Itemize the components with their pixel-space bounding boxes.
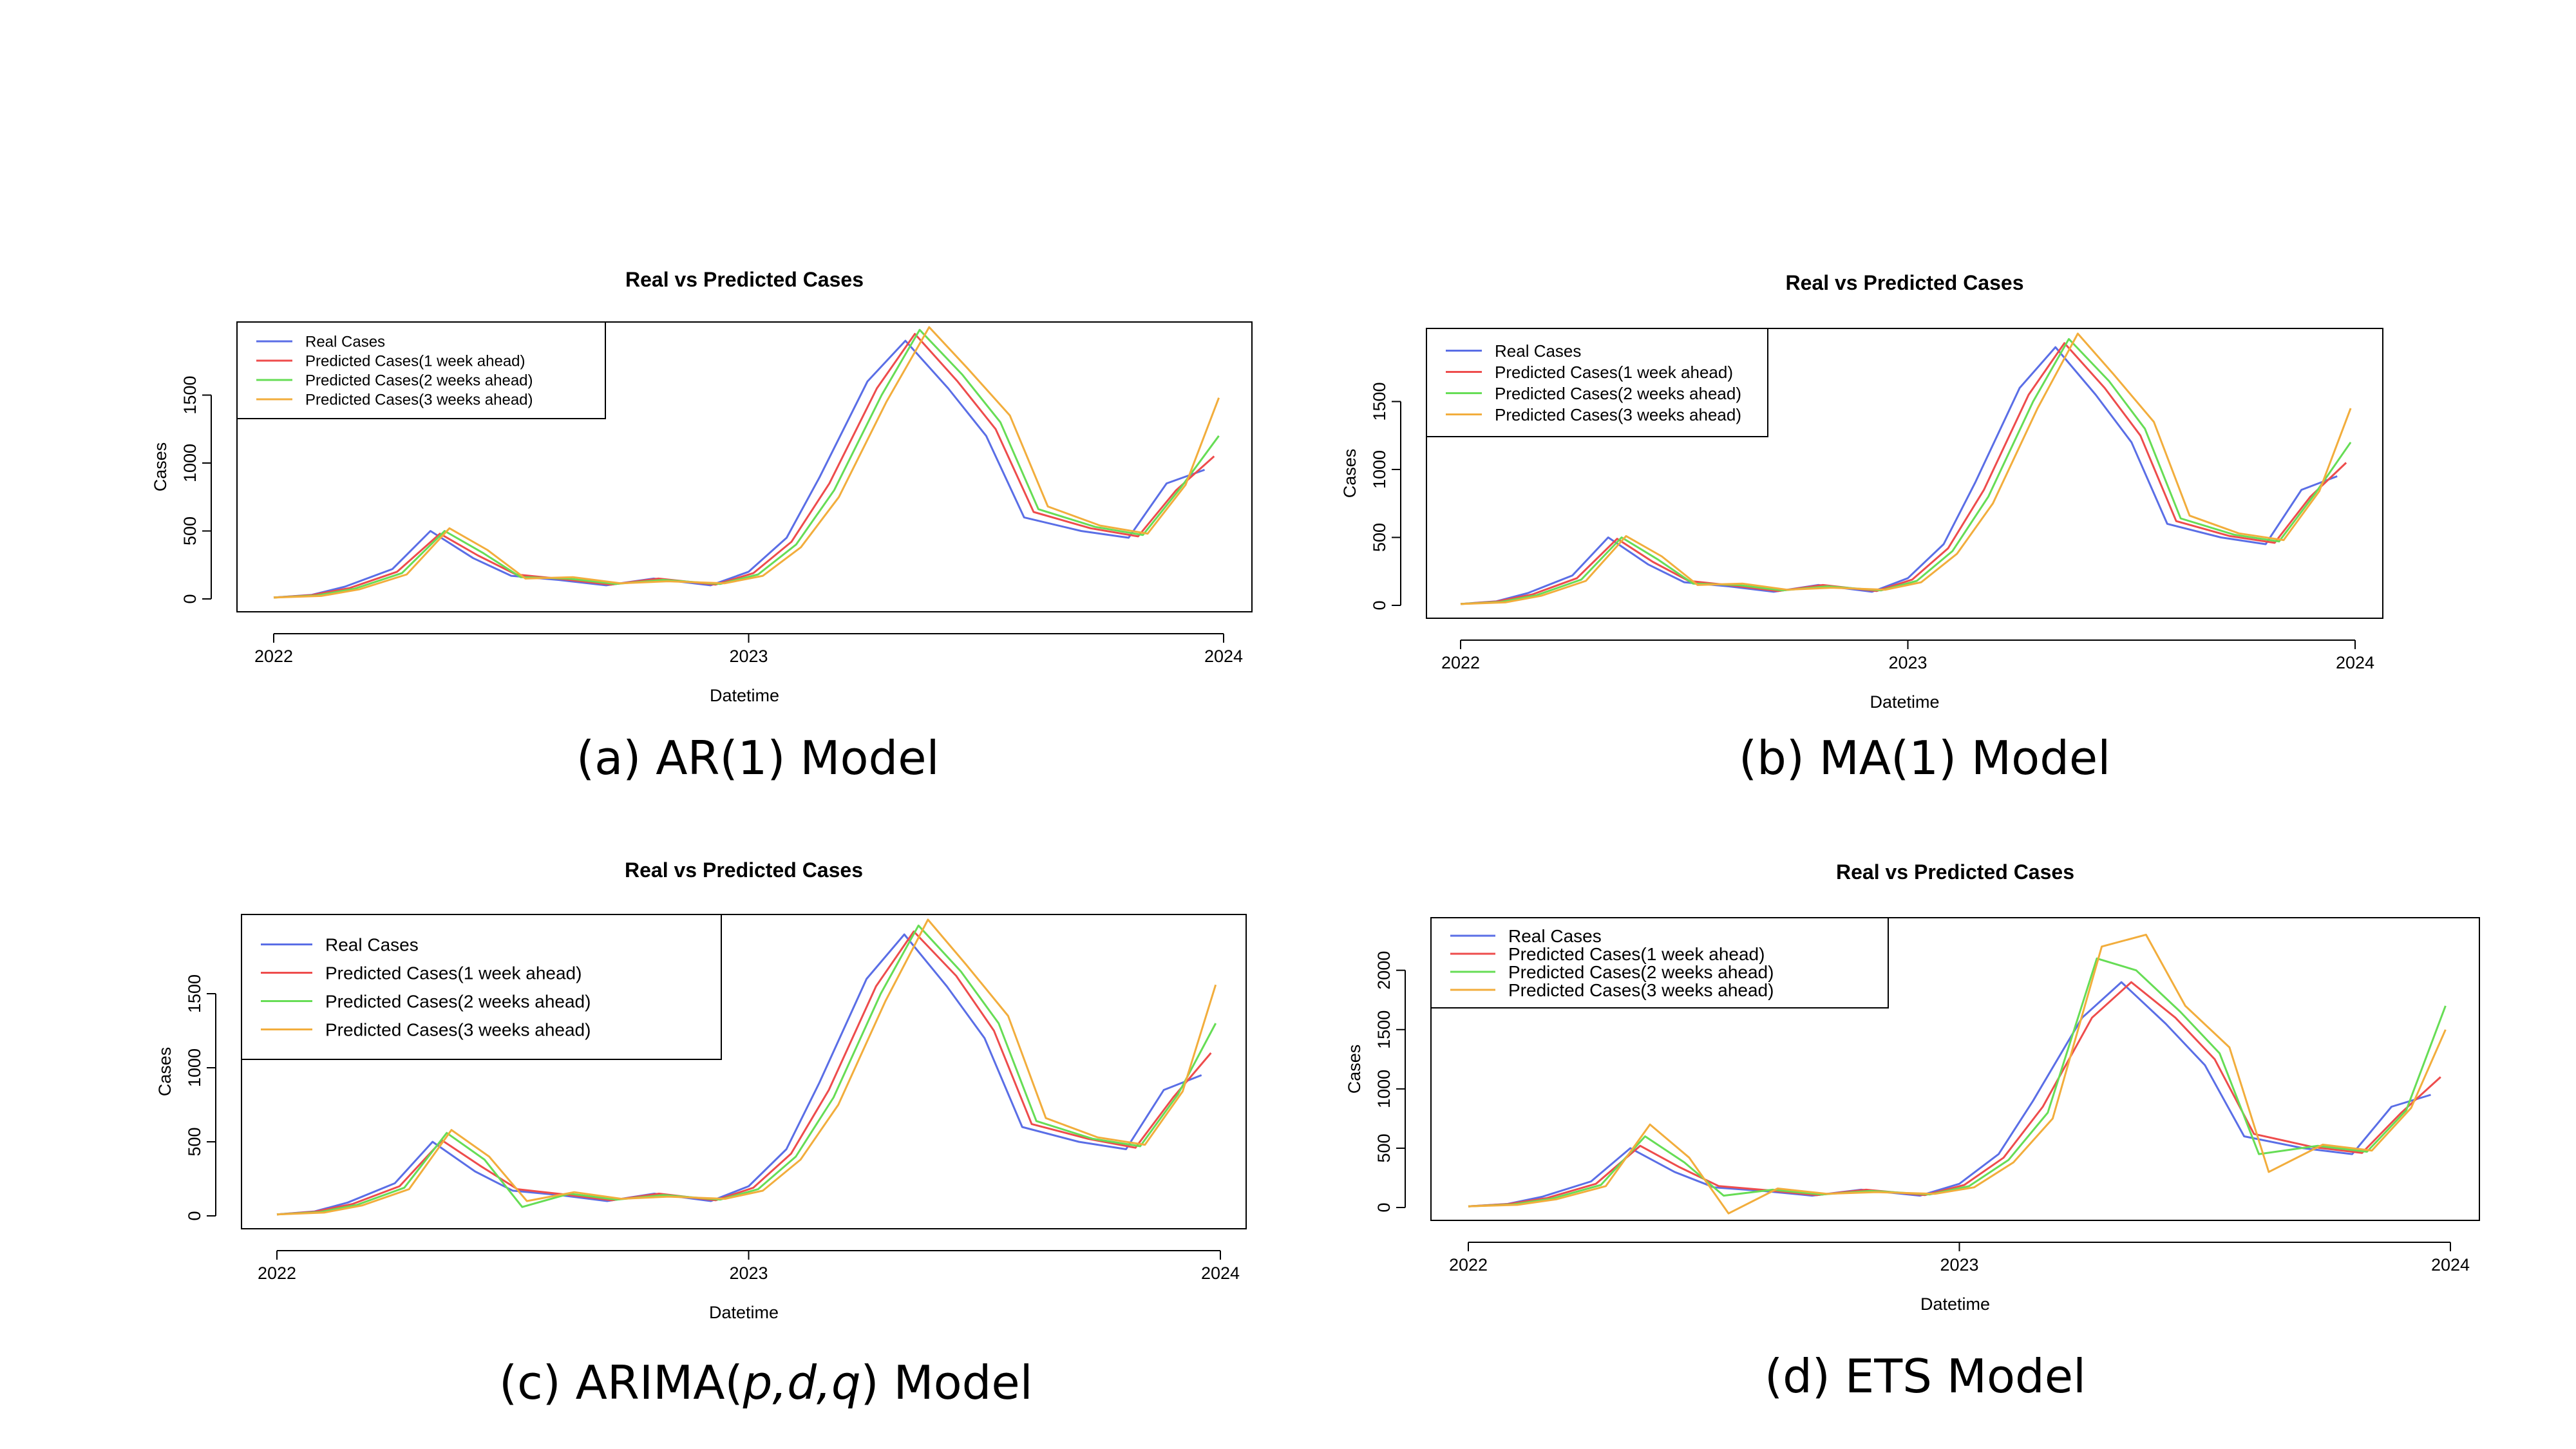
chart-d-series-line-0: [1468, 981, 2431, 1208]
chart-d-series-line-1: [1468, 981, 2441, 1208]
chart-b-x-tick-label: 2022: [1441, 653, 1480, 672]
chart-b-frame: [1426, 328, 2383, 619]
chart-c-x-tick-label: 2022: [258, 1264, 296, 1283]
chart-c-title: Real vs Predicted Cases: [625, 858, 863, 882]
chart-d-x-tick-label: 2023: [1940, 1255, 1978, 1274]
chart-d-legend-label: Predicted Cases(2 weeks ahead): [1508, 962, 1774, 982]
chart-a-frame: [236, 321, 1253, 612]
chart-c-series-group: [276, 918, 1217, 1216]
chart-a-y-tick-label: 1500: [180, 375, 200, 414]
chart-b-series-line-1: [1460, 342, 2347, 605]
chart-c-series-line-3: [276, 918, 1217, 1216]
chart-a-series-line-3: [273, 326, 1220, 599]
caption-b-text: (b) MA(1) Model: [1739, 731, 2111, 785]
chart-c-ylabel: Cases: [155, 1047, 175, 1097]
chart-a-series-group: [273, 326, 1220, 599]
chart-d-y-tick-label: 0: [1374, 1202, 1394, 1212]
caption-d: (d) ETS Model: [1765, 1349, 2086, 1403]
chart-c-x-tick-label: 2024: [1201, 1264, 1240, 1283]
chart-a-x-tick-label: 2024: [1204, 647, 1243, 666]
chart-d-legend: [1430, 917, 1889, 1009]
chart-c-legend-label: Predicted Cases(2 weeks ahead): [325, 992, 591, 1012]
chart-c-xlabel: Datetime: [709, 1303, 779, 1322]
chart-c-series-line-0: [276, 933, 1202, 1216]
chart-b-y-tick-label: 0: [1370, 600, 1389, 610]
chart-a-legend-label: Predicted Cases(3 weeks ahead): [305, 392, 533, 409]
chart-a-series-line-0: [273, 339, 1206, 599]
chart-b-y-tick-label: 500: [1370, 523, 1389, 552]
chart-c-legend-label: Real Cases: [325, 935, 419, 955]
chart-b-series-line-2: [1460, 337, 2352, 605]
chart-b-x-tick-label: 2024: [2336, 653, 2374, 672]
chart-a-series-line-1: [273, 333, 1215, 599]
chart-b-y-tick-label: 1500: [1370, 382, 1389, 421]
chart-a-x-tick-label: 2023: [729, 647, 768, 666]
chart-b-series-line-3: [1460, 332, 2352, 605]
chart-a-y-tick-label: 1000: [180, 444, 200, 482]
chart-d-legend-label: Real Cases: [1508, 926, 1602, 946]
chart-d-series-line-3: [1468, 933, 2447, 1215]
chart-d-series-group: [1468, 933, 2447, 1215]
caption-d-text: (d) ETS Model: [1765, 1349, 2087, 1403]
chart-c-frame: [241, 914, 1247, 1229]
chart-d-xlabel: Datetime: [1920, 1294, 1990, 1314]
chart-c-x-tick-label: 2023: [729, 1264, 768, 1283]
chart-b-legend-label: Predicted Cases(1 week ahead): [1495, 363, 1733, 382]
caption-a: (a) AR(1) Model: [576, 731, 940, 785]
chart-a-y-tick-label: 500: [180, 516, 200, 545]
chart-c-y-tick-label: 1000: [185, 1048, 204, 1087]
chart-a-legend-label: Real Cases: [305, 334, 385, 351]
chart-a-y-tick-label: 0: [180, 594, 200, 603]
chart-b-legend-label: Predicted Cases(3 weeks ahead): [1495, 405, 1741, 424]
chart-b-legend-label: Predicted Cases(2 weeks ahead): [1495, 384, 1741, 403]
chart-b-series-line-0: [1460, 346, 2338, 605]
chart-a-ylabel: Cases: [151, 442, 170, 492]
caption-a-text: (a) AR(1) Model: [576, 731, 940, 785]
chart-c-y-tick-label: 1500: [185, 974, 204, 1013]
chart-c-series-line-2: [276, 924, 1217, 1216]
chart-a-series-line-2: [273, 328, 1220, 599]
chart-b-legend-label: Real Cases: [1495, 341, 1581, 361]
chart-c-y-tick-label: 500: [185, 1127, 204, 1156]
chart-c-y-tick-label: 0: [185, 1211, 204, 1220]
chart-b-legend: [1426, 328, 1768, 437]
chart-d-y-tick-label: 500: [1374, 1133, 1394, 1162]
chart-c-legend: [241, 914, 722, 1060]
caption-c-suffix: ) Model: [860, 1356, 1033, 1410]
chart-d-y-tick-label: 2000: [1374, 951, 1394, 990]
chart-c-series-line-1: [276, 930, 1212, 1216]
caption-b: (b) MA(1) Model: [1739, 731, 2110, 785]
chart-d-legend-label: Predicted Cases(3 weeks ahead): [1508, 980, 1774, 1000]
chart-d-legend-label: Predicted Cases(1 week ahead): [1508, 944, 1765, 964]
chart-a-xlabel: Datetime: [710, 686, 779, 705]
chart-d-x-tick-label: 2024: [2431, 1255, 2470, 1274]
chart-c-legend-label: Predicted Cases(3 weeks ahead): [325, 1020, 591, 1040]
chart-d-title: Real vs Predicted Cases: [1836, 860, 2074, 884]
chart-b-series-group: [1460, 332, 2352, 605]
chart-d-x-tick-label: 2022: [1449, 1255, 1488, 1274]
chart-d-y-tick-label: 1500: [1374, 1010, 1394, 1049]
chart-a-legend-label: Predicted Cases(1 week ahead): [305, 353, 526, 370]
chart-d-frame: [1430, 917, 2480, 1221]
caption-c-italic: p,d,q: [743, 1356, 861, 1410]
caption-c-prefix: (c) ARIMA(: [499, 1356, 743, 1410]
chart-b-title: Real vs Predicted Cases: [1786, 271, 2024, 294]
chart-d-y-tick-label: 1000: [1374, 1070, 1394, 1108]
chart-b-ylabel: Cases: [1340, 449, 1359, 498]
chart-b-y-tick-label: 1000: [1370, 450, 1389, 489]
chart-a-legend-label: Predicted Cases(2 weeks ahead): [305, 372, 533, 390]
chart-a-x-tick-label: 2022: [254, 647, 293, 666]
chart-b-xlabel: Datetime: [1870, 692, 1939, 712]
chart-a-title: Real vs Predicted Cases: [625, 268, 864, 291]
chart-b-x-tick-label: 2023: [1888, 653, 1927, 672]
chart-c-legend-label: Predicted Cases(1 week ahead): [325, 963, 582, 983]
caption-c: (c) ARIMA(p,d,q) Model: [499, 1356, 1033, 1410]
chart-a-legend: [236, 321, 606, 419]
chart-d-ylabel: Cases: [1345, 1045, 1364, 1094]
